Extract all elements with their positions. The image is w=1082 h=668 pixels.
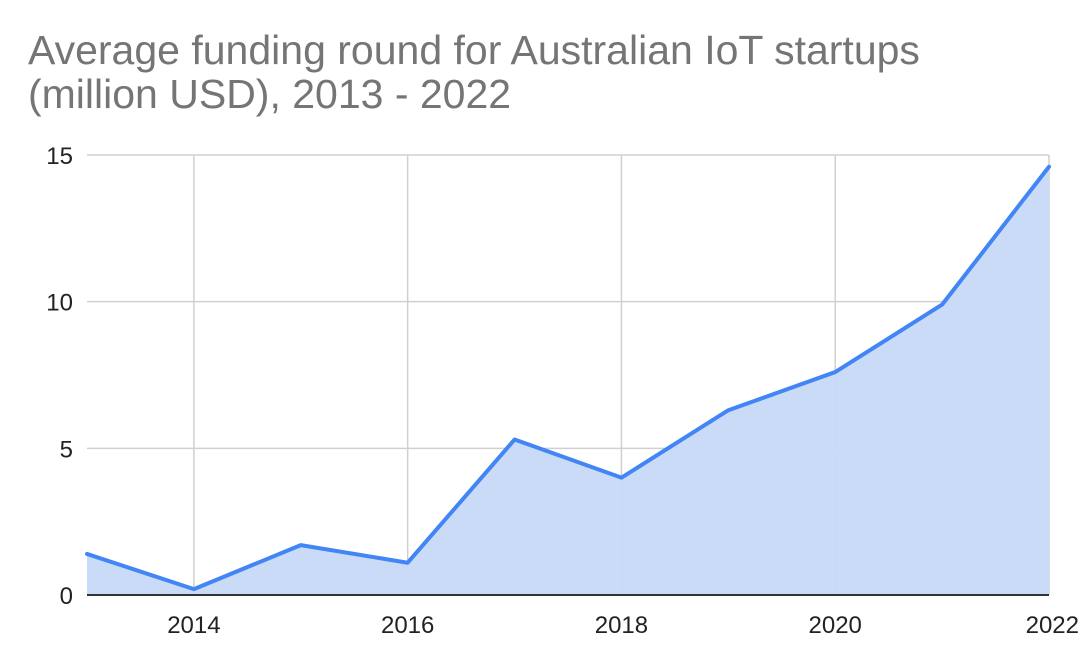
data-point-2021 — [939, 302, 945, 308]
y-tick-label-15: 15 — [46, 143, 73, 170]
x-tick-label-2020: 2020 — [809, 612, 862, 639]
chart-title-line-2: (million USD), 2013 - 2022 — [28, 71, 512, 117]
data-point-2013 — [84, 551, 90, 557]
x-tick-label-2018: 2018 — [595, 612, 648, 639]
y-tick-label-5: 5 — [60, 436, 73, 463]
y-tick-label-10: 10 — [46, 290, 73, 317]
data-point-2015 — [298, 542, 304, 548]
chart-title-line-1: Average funding round for Australian IoT… — [28, 27, 920, 73]
data-point-2020 — [832, 369, 838, 375]
tick-labels: 0 5 10 15 2014 2016 2018 2020 2022 — [46, 143, 1079, 639]
data-point-2016 — [405, 560, 411, 566]
data-point-2018 — [618, 475, 624, 481]
data-point-2022 — [1046, 164, 1052, 170]
data-point-2014 — [191, 586, 197, 592]
y-tick-label-0: 0 — [60, 583, 73, 610]
chart-title: Average funding round for Australian IoT… — [28, 28, 1068, 116]
x-tick-label-2016: 2016 — [381, 612, 434, 639]
data-point-2019 — [725, 407, 731, 413]
x-tick-label-2014: 2014 — [167, 612, 220, 639]
data-point-2017 — [512, 437, 518, 443]
series-line — [85, 164, 1051, 592]
plot-area — [84, 164, 1052, 596]
x-tick-label-2022: 2022 — [1026, 612, 1079, 639]
area-fill — [87, 166, 1049, 596]
